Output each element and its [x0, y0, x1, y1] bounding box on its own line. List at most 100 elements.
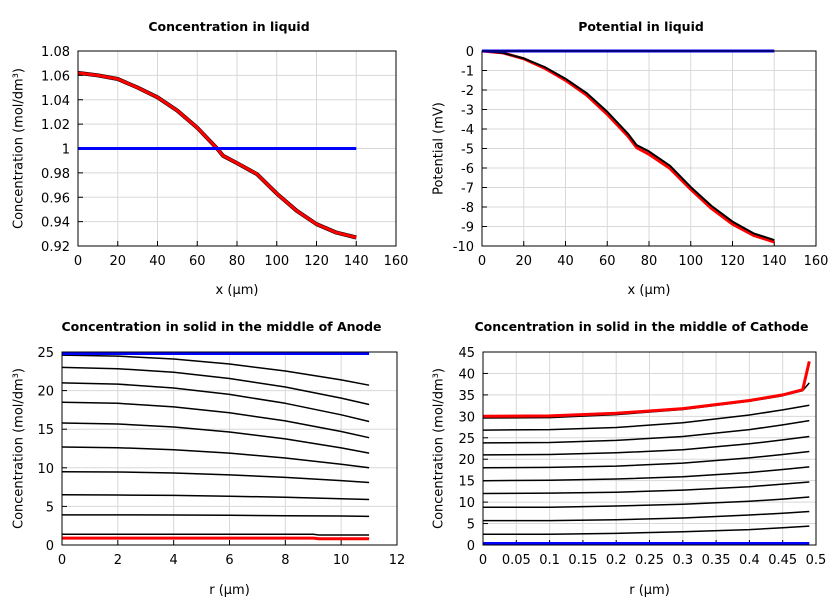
y-tick-label: 0.98	[41, 167, 70, 182]
x-tick-label: 0.35	[702, 553, 731, 568]
y-tick-label: 5	[467, 518, 475, 533]
x-tick-label: 0.05	[502, 553, 531, 568]
series-line-4	[482, 435, 810, 456]
x-axis-label: x (µm)	[628, 283, 671, 298]
y-tick-label: 0	[466, 45, 474, 60]
x-tick-label: 100	[678, 254, 703, 269]
x-axis-label: r (µm)	[629, 583, 670, 598]
x-tick-label: 80	[229, 254, 246, 269]
y-tick-label: 30	[458, 410, 475, 425]
series-line-3	[482, 419, 810, 444]
x-tick-label: 10	[333, 553, 350, 568]
y-tick-label: -5	[461, 143, 474, 158]
series-line-8	[483, 496, 810, 509]
series-line-1	[61, 354, 370, 386]
x-tick-label: 0	[478, 254, 486, 269]
series-line-9	[483, 510, 810, 522]
x-tick-label: 6	[225, 553, 233, 568]
y-tick-label: 20	[37, 385, 54, 400]
y-axis-label: Concentration (mol/dm³)	[432, 368, 447, 529]
subplot-1: 0 20 40 60 80 100 120 140 160 0.92 0.94 0.96 0.98 1 1.…	[12, 19, 409, 298]
series-line-6	[482, 466, 810, 482]
y-axis-label: Concentration (mol/dm³)	[12, 368, 27, 529]
x-axis-label: x (µm)	[216, 283, 259, 298]
x-tick-label: 20	[515, 254, 532, 269]
x-tick-label: 2	[114, 553, 122, 568]
y-tick-label: 1.02	[41, 118, 70, 133]
y-tick-label: 0.96	[41, 191, 70, 206]
x-tick-label: 60	[189, 254, 206, 269]
y-tick-label: 35	[458, 389, 475, 404]
series-line-2	[61, 366, 370, 406]
y-axis-label: Concentration (mol/dm³)	[12, 68, 27, 229]
x-tick-label: 0.3	[672, 553, 693, 568]
y-tick-label: 1.04	[41, 94, 70, 109]
y-tick-label: 40	[458, 367, 475, 382]
x-tick-label: 0	[58, 553, 66, 568]
y-tick-label: -4	[461, 123, 474, 138]
series-line-10	[483, 525, 810, 536]
series-line-2	[482, 404, 810, 431]
x-tick-label: 60	[599, 254, 616, 269]
y-tick-label: -7	[461, 182, 474, 197]
x-tick-label: 120	[304, 254, 329, 269]
y-tick-label: 10	[37, 462, 54, 477]
x-tick-label: 0	[479, 553, 487, 568]
y-tick-label: 45	[458, 346, 475, 361]
x-tick-label: 0.1	[539, 553, 560, 568]
y-tick-label: 0.94	[41, 216, 70, 231]
x-tick-label: 4	[170, 553, 178, 568]
y-tick-label: 25	[458, 432, 475, 447]
x-tick-label: 20	[109, 254, 126, 269]
chart-title: Concentration in solid in the middle of …	[61, 319, 381, 334]
y-tick-label: 10	[458, 496, 475, 511]
x-tick-label: 40	[149, 254, 166, 269]
y-tick-label: 0	[467, 539, 475, 554]
subplot-3: 0 2 4 6 8 10 12 0 5 10 15 20 25 Concentration in soli…	[12, 319, 406, 598]
y-tick-label: -6	[461, 162, 474, 177]
series-line-6	[61, 446, 370, 469]
y-tick-label: -8	[461, 201, 474, 216]
x-tick-label: 0.45	[768, 553, 797, 568]
x-tick-label: 120	[720, 254, 745, 269]
y-tick-label: 5	[46, 500, 54, 515]
series-line-11	[482, 361, 811, 418]
x-tick-label: 0.15	[568, 553, 597, 568]
x-tick-label: 160	[384, 254, 409, 269]
y-tick-label: 0	[46, 539, 54, 554]
chart-title: Potential in liquid	[578, 19, 704, 34]
plot-frame	[77, 50, 397, 247]
y-tick-label: -1	[461, 65, 474, 80]
y-tick-label: -3	[461, 104, 474, 119]
x-tick-label: 0.4	[739, 553, 760, 568]
subplot-2: 0 20 40 60 80 100 120 140 160-10-9-8-7-6-5-4-3-2…	[432, 19, 829, 298]
x-tick-label: 0.2	[606, 553, 627, 568]
x-tick-label: 140	[762, 254, 787, 269]
x-tick-label: 80	[641, 254, 658, 269]
y-tick-label: 25	[37, 346, 54, 361]
y-tick-label: 15	[458, 475, 475, 490]
plot-frame	[481, 50, 817, 247]
series-line-5	[61, 422, 370, 454]
series-line-1	[481, 49, 775, 244]
x-axis-label: r (µm)	[209, 583, 250, 598]
series-line-10	[62, 533, 370, 536]
y-tick-label: 1.08	[41, 45, 70, 60]
x-tick-label: 40	[557, 254, 574, 269]
x-tick-label: 12	[389, 553, 406, 568]
series-line-1	[77, 70, 357, 240]
y-tick-label: 20	[458, 453, 475, 468]
y-tick-label: 0.92	[41, 240, 70, 255]
y-axis-label: Potential (mV)	[432, 102, 447, 195]
y-tick-label: -10	[453, 240, 474, 255]
x-tick-label: 0	[74, 254, 82, 269]
series-line-8	[61, 494, 370, 501]
plot-frame	[482, 351, 817, 546]
subplot-4: 0 0.05 0.1 0.15 0.2 0.25 0.3 0.35 0.4 0.45 0.5 0 5 10…	[432, 319, 827, 598]
x-tick-label: 160	[804, 254, 829, 269]
x-tick-label: 100	[264, 254, 289, 269]
series-line-7	[61, 470, 370, 484]
series-line-9	[62, 514, 370, 518]
series-line-2	[481, 50, 775, 242]
